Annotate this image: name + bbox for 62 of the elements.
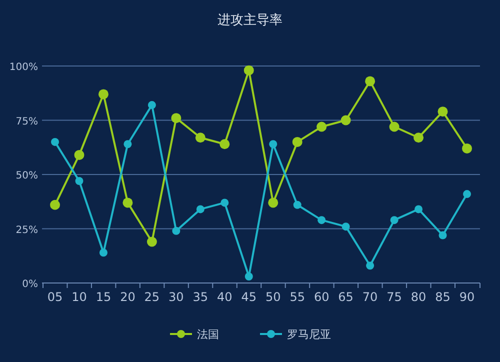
point — [244, 65, 254, 76]
x-tick-label: 10 — [72, 290, 87, 304]
y-tick-label: 25% — [16, 224, 38, 236]
point — [438, 106, 448, 117]
point — [244, 272, 253, 280]
point — [268, 198, 278, 208]
point — [389, 122, 400, 132]
point — [99, 248, 108, 257]
x-tick-label: 40 — [217, 290, 232, 304]
x-tick-label: 35 — [192, 290, 208, 304]
point — [220, 198, 229, 207]
point — [342, 222, 350, 231]
x-tick-label: 85 — [435, 290, 450, 304]
x-tick-label: 75 — [386, 290, 402, 304]
y-tick-label: 0% — [22, 279, 38, 290]
point — [50, 200, 60, 210]
point — [462, 143, 472, 154]
legend-label: 罗马尼亚 — [287, 328, 331, 341]
x-tick-label: 25 — [144, 290, 160, 304]
point — [463, 190, 471, 198]
x-tick-label: 45 — [241, 290, 257, 304]
x-tick-label: 30 — [168, 290, 184, 304]
point — [74, 150, 84, 160]
x-tick-label: 15 — [96, 290, 112, 304]
y-tick-label: 50% — [16, 170, 38, 182]
point — [98, 89, 108, 100]
point — [414, 205, 423, 214]
x-tick-label: 55 — [290, 290, 305, 304]
point — [340, 115, 351, 126]
y-tick-label: 100% — [9, 62, 38, 73]
point — [51, 138, 59, 146]
legend-label: 法国 — [197, 328, 219, 341]
point — [365, 76, 376, 86]
point — [172, 226, 180, 235]
point — [195, 132, 206, 143]
point — [148, 101, 156, 110]
point — [366, 262, 374, 270]
point — [122, 198, 133, 208]
point — [196, 205, 204, 214]
point — [146, 236, 157, 247]
point — [293, 200, 302, 209]
point — [220, 139, 230, 150]
point — [414, 132, 424, 143]
x-tick-label: 50 — [265, 290, 281, 304]
x-tick-label: 90 — [459, 290, 475, 304]
y-tick-label: 75% — [16, 116, 38, 128]
x-tick-label: 80 — [410, 290, 426, 304]
point — [390, 216, 398, 224]
point — [316, 122, 327, 132]
point — [292, 136, 302, 147]
x-tick-label: 05 — [47, 290, 63, 304]
x-tick-label: 70 — [362, 290, 378, 304]
x-tick-label: 20 — [120, 290, 136, 304]
point — [171, 113, 182, 124]
point — [269, 140, 278, 148]
x-tick-label: 65 — [338, 290, 354, 304]
point — [438, 231, 447, 240]
chart-title: 进攻主导率 — [218, 12, 282, 28]
point — [124, 140, 132, 148]
point — [75, 177, 84, 186]
point — [318, 216, 326, 224]
x-tick-label: 60 — [314, 290, 330, 304]
